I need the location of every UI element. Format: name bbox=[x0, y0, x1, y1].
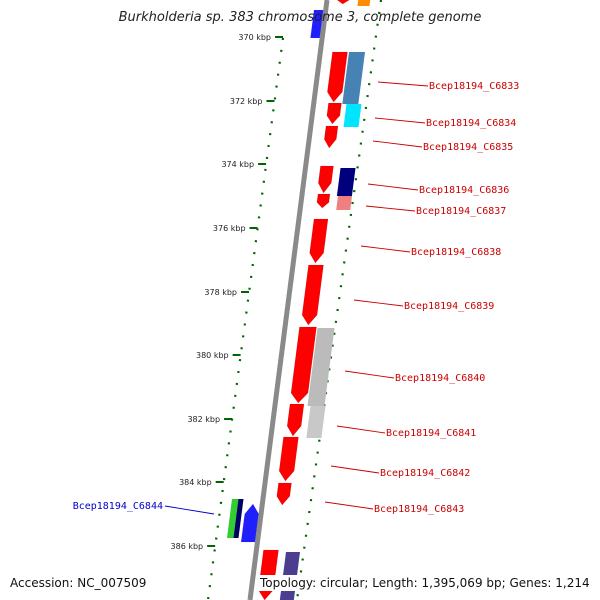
dotted-guide-rings bbox=[206, 0, 383, 600]
gene-arrow bbox=[324, 125, 339, 149]
cog-block bbox=[226, 499, 240, 538]
label-leader-line bbox=[377, 81, 429, 87]
cog-block bbox=[307, 328, 335, 406]
cog-block bbox=[357, 0, 371, 6]
label-leader-line bbox=[330, 465, 380, 474]
gene-label: Bcep18194_C6839 bbox=[404, 301, 494, 312]
gene-arrow bbox=[327, 51, 348, 103]
gene-arrow bbox=[326, 102, 342, 125]
label-leader-line bbox=[336, 425, 386, 434]
tick-label: 382 kbp bbox=[187, 415, 220, 424]
cog-block bbox=[336, 168, 356, 196]
gene-arrow bbox=[318, 165, 334, 194]
gene-label: Bcep18194_C6836 bbox=[419, 185, 509, 196]
gene-label: Bcep18194_C6838 bbox=[411, 247, 501, 258]
gene-label: Bcep18194_C6833 bbox=[429, 81, 519, 92]
gene-label: Bcep18194_C6840 bbox=[395, 373, 485, 384]
tick-label: 376 kbp bbox=[213, 224, 246, 233]
cog-block bbox=[233, 499, 244, 538]
gene-label: Bcep18194_C6843 bbox=[374, 504, 464, 515]
tick-label: 386 kbp bbox=[171, 542, 204, 551]
tick-label: 374 kbp bbox=[221, 160, 254, 169]
tick-label: 370 kbp bbox=[238, 33, 271, 42]
cog-block bbox=[342, 52, 365, 104]
label-leader-line bbox=[353, 299, 404, 307]
tick-label: 372 kbp bbox=[230, 97, 263, 106]
tick-label: 384 kbp bbox=[179, 478, 212, 487]
gene-label: Bcep18194_C6834 bbox=[426, 118, 516, 129]
label-leader-line bbox=[360, 245, 411, 253]
gene-arrow bbox=[286, 403, 305, 437]
label-leader-line bbox=[372, 140, 423, 148]
gene-arrow bbox=[309, 218, 329, 264]
gene-arrow-reverse bbox=[240, 503, 259, 543]
gene-arrow bbox=[301, 264, 324, 326]
gene-label: Bcep18194_C6837 bbox=[416, 206, 506, 217]
gene-label: Bcep18194_C6841 bbox=[386, 428, 476, 439]
gene-arrows bbox=[240, 0, 350, 600]
cog-block bbox=[336, 196, 352, 210]
gene-arrow bbox=[278, 436, 299, 482]
label-leader-line bbox=[374, 117, 426, 124]
label-leader-line bbox=[324, 501, 374, 510]
tick-label: 378 kbp bbox=[204, 288, 237, 297]
label-leader-line bbox=[367, 183, 419, 191]
gene-labels: Bcep18194_C6833 Bcep18194_C6834 Bcep18194_… bbox=[73, 81, 520, 515]
label-leader-line bbox=[365, 205, 416, 212]
cog-block bbox=[343, 104, 362, 127]
gene-arrow bbox=[290, 326, 317, 404]
gene-arrow bbox=[316, 193, 331, 209]
map-title: Burkholderia sp. 383 chromosome 3, compl… bbox=[118, 10, 482, 25]
gene-arrow bbox=[336, 0, 350, 5]
chromosome-backbone bbox=[247, 0, 330, 600]
accession-text: Accession: NC_007509 bbox=[8, 575, 149, 591]
label-leader-line bbox=[164, 505, 215, 515]
gene-label: Bcep18194_C6842 bbox=[380, 468, 470, 479]
genome-summary-text: Topology: circular; Length: 1,395,069 bp… bbox=[258, 575, 592, 591]
gene-label: Bcep18194_C6844 bbox=[73, 501, 163, 512]
inner-dotted-ring bbox=[295, 0, 383, 600]
position-ticks: 370 kbp 372 kbp 374 kbp 376 kbp 378 kbp 380 k… bbox=[171, 33, 283, 551]
cog-block bbox=[306, 406, 326, 438]
tick-label: 380 kbp bbox=[196, 351, 229, 360]
gene-arrow bbox=[276, 482, 292, 506]
gene-label: Bcep18194_C6835 bbox=[423, 142, 513, 153]
label-leader-line bbox=[344, 370, 395, 379]
